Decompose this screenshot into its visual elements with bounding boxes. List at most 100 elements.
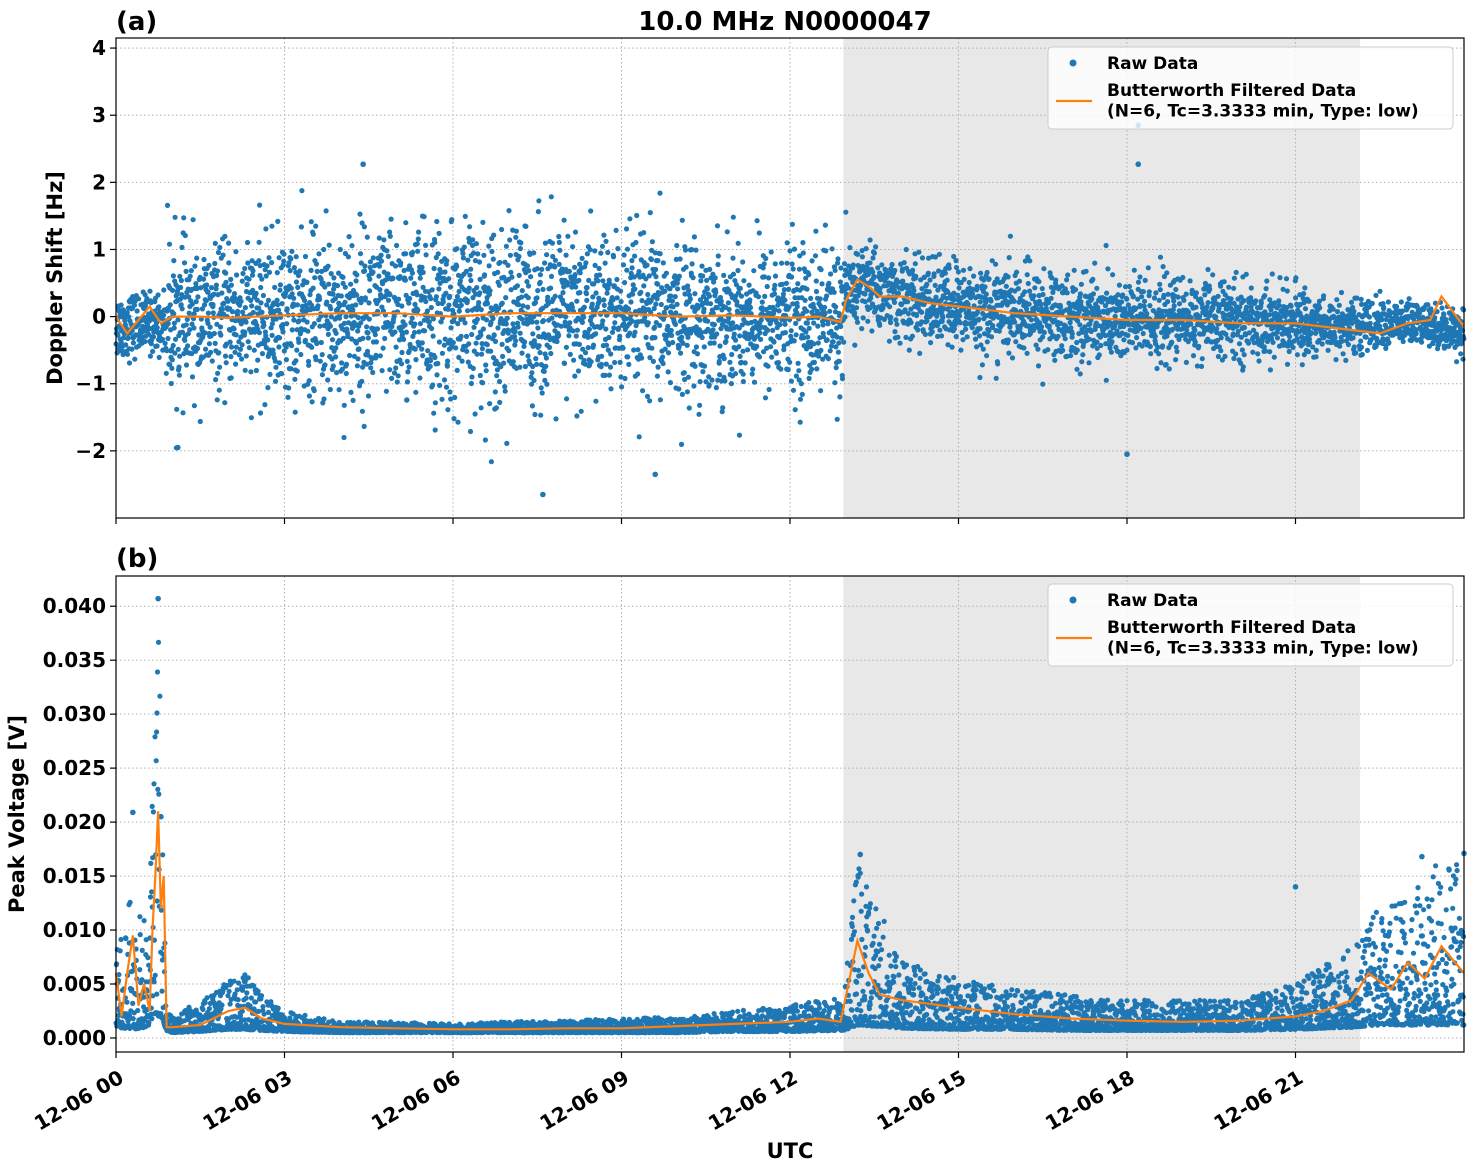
raw-data-point bbox=[299, 188, 305, 194]
raw-data-point bbox=[1028, 317, 1034, 323]
raw-data-point bbox=[147, 353, 153, 359]
raw-data-point bbox=[723, 279, 729, 285]
raw-data-point bbox=[381, 237, 387, 243]
raw-data-point bbox=[1045, 347, 1051, 353]
raw-data-point bbox=[414, 241, 420, 247]
raw-data-point bbox=[993, 261, 999, 267]
raw-data-point bbox=[589, 301, 595, 307]
raw-data-point bbox=[350, 307, 356, 313]
raw-data-point bbox=[1059, 343, 1065, 349]
raw-data-point bbox=[401, 336, 407, 342]
raw-data-point bbox=[429, 325, 435, 332]
raw-data-point bbox=[294, 302, 301, 308]
raw-data-point bbox=[576, 341, 583, 347]
raw-data-point bbox=[581, 314, 587, 320]
raw-data-point bbox=[519, 288, 525, 294]
raw-data-point bbox=[276, 360, 282, 366]
raw-data-point bbox=[212, 340, 218, 346]
raw-data-point bbox=[909, 333, 916, 339]
raw-data-point bbox=[1233, 269, 1239, 275]
raw-data-point bbox=[253, 367, 259, 374]
raw-data-point bbox=[484, 301, 491, 307]
raw-data-point bbox=[258, 284, 264, 291]
raw-data-point bbox=[518, 240, 524, 246]
raw-data-point bbox=[871, 250, 878, 256]
raw-data-point bbox=[1181, 297, 1187, 303]
raw-data-point bbox=[1078, 299, 1084, 305]
raw-data-point bbox=[292, 409, 298, 415]
raw-data-point bbox=[1364, 347, 1370, 353]
raw-data-point bbox=[905, 299, 911, 305]
raw-data-point bbox=[1385, 299, 1391, 305]
raw-data-point bbox=[406, 364, 412, 370]
raw-data-point bbox=[504, 440, 510, 446]
raw-data-point bbox=[1283, 276, 1290, 282]
raw-data-point bbox=[1176, 301, 1183, 307]
raw-data-point bbox=[806, 375, 812, 381]
raw-data-point bbox=[513, 234, 519, 240]
raw-data-point bbox=[583, 291, 590, 297]
raw-data-point bbox=[294, 347, 300, 353]
raw-data-point bbox=[214, 272, 220, 279]
raw-data-point bbox=[359, 408, 365, 414]
raw-data-point bbox=[124, 310, 130, 316]
raw-data-point bbox=[521, 343, 527, 349]
raw-data-point bbox=[676, 386, 682, 392]
raw-data-point bbox=[908, 320, 914, 326]
raw-data-point bbox=[718, 326, 724, 332]
raw-data-point bbox=[373, 339, 379, 345]
raw-data-point bbox=[338, 293, 344, 299]
raw-data-point bbox=[632, 286, 638, 292]
raw-data-point bbox=[1064, 290, 1070, 296]
raw-data-point bbox=[995, 361, 1001, 367]
raw-data-point bbox=[936, 268, 942, 274]
raw-data-point bbox=[599, 322, 605, 328]
raw-data-point bbox=[824, 337, 830, 343]
raw-data-point bbox=[835, 256, 841, 262]
raw-data-point bbox=[588, 208, 594, 214]
raw-data-point bbox=[1026, 301, 1032, 307]
raw-data-point bbox=[518, 294, 525, 300]
raw-data-point bbox=[736, 432, 743, 438]
raw-data-point bbox=[974, 283, 980, 289]
raw-data-point bbox=[602, 260, 608, 266]
raw-data-point bbox=[625, 354, 631, 360]
raw-data-point bbox=[654, 373, 661, 379]
raw-data-point bbox=[1160, 264, 1166, 270]
raw-data-point bbox=[631, 347, 637, 353]
raw-data-point bbox=[655, 258, 661, 264]
raw-data-point bbox=[215, 370, 221, 376]
raw-data-point bbox=[221, 300, 227, 306]
raw-data-point bbox=[1226, 284, 1232, 290]
raw-data-point bbox=[446, 276, 452, 282]
raw-data-point bbox=[955, 269, 962, 275]
raw-data-point bbox=[614, 295, 620, 301]
raw-data-point bbox=[754, 218, 760, 224]
raw-data-point bbox=[480, 219, 486, 225]
raw-data-point bbox=[770, 327, 776, 333]
raw-data-point bbox=[306, 362, 312, 368]
raw-data-point bbox=[211, 291, 217, 297]
raw-data-point bbox=[223, 279, 229, 285]
raw-data-point bbox=[593, 331, 599, 337]
raw-data-point bbox=[790, 266, 796, 272]
raw-data-point bbox=[1124, 347, 1130, 353]
raw-data-point bbox=[1398, 299, 1404, 305]
raw-data-point bbox=[697, 379, 703, 385]
raw-data-point bbox=[397, 337, 403, 343]
raw-data-point bbox=[795, 281, 801, 287]
raw-data-point bbox=[672, 321, 679, 327]
raw-data-point bbox=[168, 380, 174, 387]
raw-data-point bbox=[957, 320, 963, 326]
raw-data-point bbox=[172, 214, 178, 220]
raw-data-point bbox=[1164, 270, 1170, 276]
raw-data-point bbox=[1119, 299, 1125, 305]
raw-data-point bbox=[912, 261, 918, 267]
raw-data-point bbox=[349, 243, 355, 249]
raw-data-point bbox=[747, 305, 754, 311]
raw-data-point bbox=[223, 360, 229, 366]
raw-data-point bbox=[756, 230, 762, 236]
raw-data-point bbox=[649, 239, 656, 245]
raw-data-point bbox=[361, 423, 367, 429]
raw-data-point bbox=[670, 304, 676, 310]
